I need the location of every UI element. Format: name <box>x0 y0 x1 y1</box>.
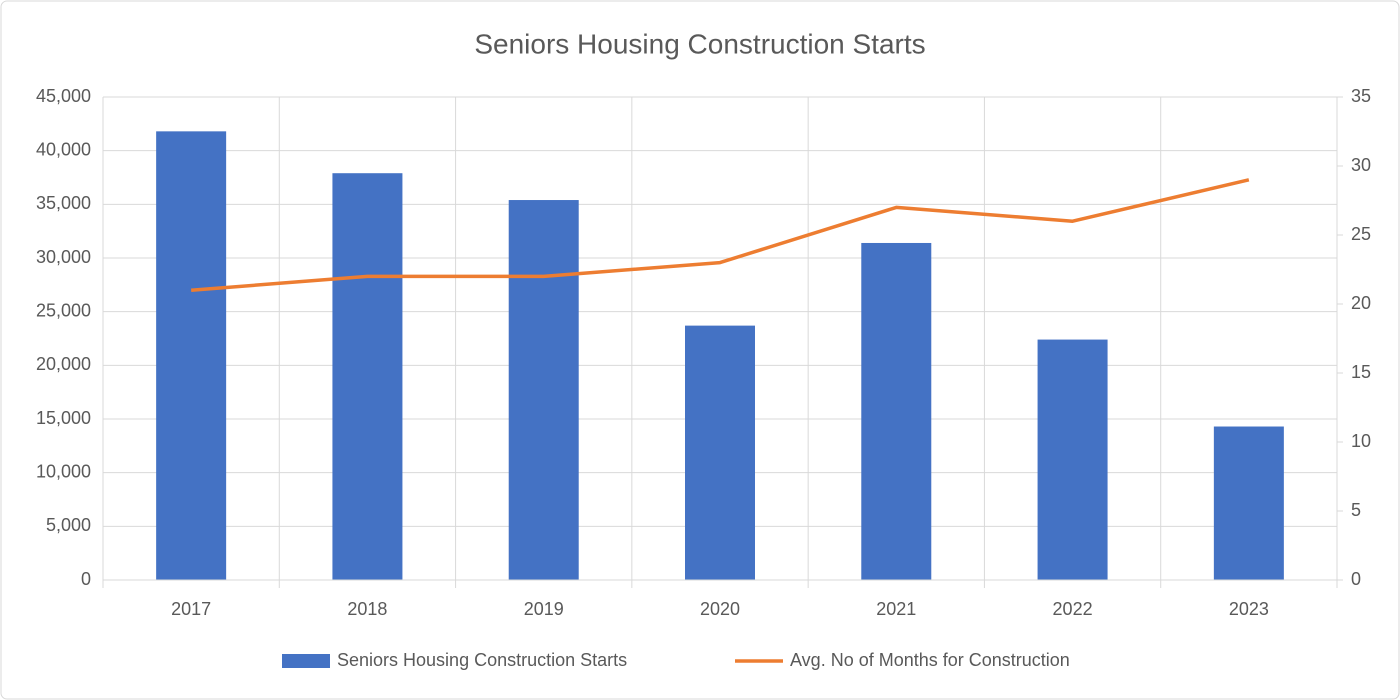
bar <box>508 200 579 581</box>
legend-swatch <box>282 654 330 668</box>
y2-tick-label: 15 <box>1351 362 1371 382</box>
legend-label: Seniors Housing Construction Starts <box>337 650 627 670</box>
y-tick-label: 40,000 <box>36 139 91 159</box>
x-tick-label: 2018 <box>347 599 387 619</box>
x-tick-label: 2023 <box>1229 599 1269 619</box>
y2-tick-label: 0 <box>1351 569 1361 589</box>
y2-tick-label: 30 <box>1351 155 1371 175</box>
y-tick-label: 5,000 <box>46 515 91 535</box>
y-tick-label: 15,000 <box>36 408 91 428</box>
y-tick-label: 10,000 <box>36 461 91 481</box>
x-tick-label: 2019 <box>524 599 564 619</box>
x-tick-label: 2020 <box>700 599 740 619</box>
y-tick-label: 25,000 <box>36 300 91 320</box>
y-tick-label: 20,000 <box>36 354 91 374</box>
x-tick-label: 2021 <box>876 599 916 619</box>
bar <box>1037 339 1108 580</box>
x-tick-label: 2017 <box>171 599 211 619</box>
y2-tick-label: 35 <box>1351 86 1371 106</box>
bar <box>156 131 227 580</box>
y2-tick-label: 5 <box>1351 500 1361 520</box>
y-tick-label: 0 <box>81 569 91 589</box>
bar <box>861 242 932 580</box>
bar <box>1213 426 1284 580</box>
bar <box>332 173 403 580</box>
y-tick-label: 30,000 <box>36 247 91 267</box>
y2-tick-label: 25 <box>1351 224 1371 244</box>
y-tick-label: 35,000 <box>36 193 91 213</box>
x-tick-label: 2022 <box>1053 599 1093 619</box>
y2-tick-label: 10 <box>1351 431 1371 451</box>
line <box>191 178 1250 292</box>
chart-title: Seniors Housing Construction Starts <box>474 28 925 59</box>
legend-label: Avg. No of Months for Construction <box>790 650 1070 670</box>
bar <box>685 325 755 580</box>
y-tick-label: 45,000 <box>36 86 91 106</box>
y2-tick-label: 20 <box>1351 293 1371 313</box>
